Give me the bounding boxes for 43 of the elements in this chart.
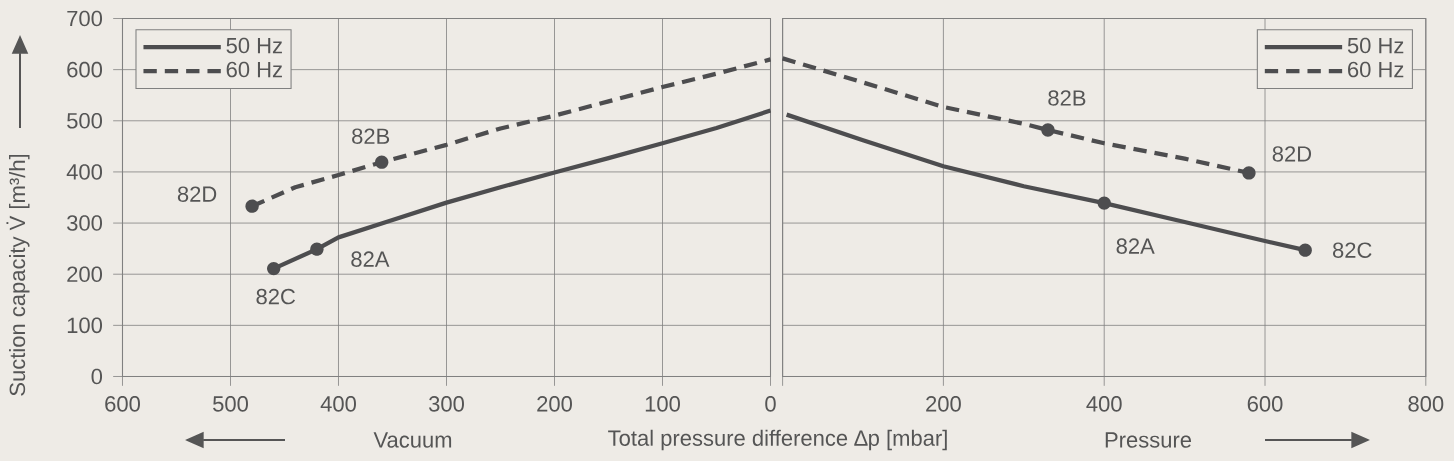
annotation: 82C: [256, 288, 296, 305]
point: [310, 242, 324, 256]
point: [1097, 196, 1111, 210]
text: Pressure: [1105, 432, 1192, 448]
annotation: 82A: [351, 251, 390, 267]
point: [1242, 166, 1256, 180]
x-tick-label: 400: [320, 396, 356, 412]
point: [245, 199, 259, 213]
x-tick-label: 400: [1086, 396, 1122, 412]
annotation: 82D: [177, 186, 217, 202]
x-tick-label: 500: [213, 396, 248, 412]
x-axis-title: Total pressure difference ∆p [mbar]: [608, 429, 947, 451]
y-tick-label: 700: [67, 10, 103, 27]
annotation: 82B: [1048, 90, 1086, 106]
y-axis-title: Suction capacity V̇ [m³/h]: [6, 154, 30, 396]
point: [375, 155, 389, 169]
y-tick-label: 500: [67, 112, 103, 129]
x-tick-label: 100: [645, 396, 680, 412]
x-tick-label: 600: [105, 396, 140, 412]
x-tick-label: 600: [1247, 396, 1283, 412]
point: [1041, 123, 1055, 137]
point: [267, 261, 281, 276]
legend-label: 60 Hz: [226, 61, 282, 78]
annotation: 82A: [1116, 238, 1155, 254]
annotation: 82D: [1272, 146, 1312, 162]
x-tick-label: 800: [1408, 396, 1444, 412]
x-tick-label: 0: [765, 396, 776, 412]
x-tick-label: 200: [926, 396, 961, 412]
annotation: 82C: [1332, 242, 1372, 258]
legend-label: 50 Hz: [1347, 37, 1404, 54]
y-tick-label: 200: [67, 266, 103, 282]
y-tick-label: 100: [67, 317, 103, 334]
annotation: 82B: [352, 128, 390, 144]
legend-label: 50 Hz: [226, 37, 282, 54]
x-tick-label: 300: [428, 396, 464, 412]
y-tick-label: 300: [67, 215, 103, 231]
legend-label: 60 Hz: [1348, 61, 1404, 78]
text: Vacuum: [373, 432, 452, 448]
x-tick-label: 200: [537, 396, 572, 412]
y-tick-label: 600: [67, 61, 103, 78]
point: [1298, 243, 1312, 257]
y-tick-label: 0: [91, 368, 103, 385]
y-tick-label: 400: [66, 164, 103, 180]
